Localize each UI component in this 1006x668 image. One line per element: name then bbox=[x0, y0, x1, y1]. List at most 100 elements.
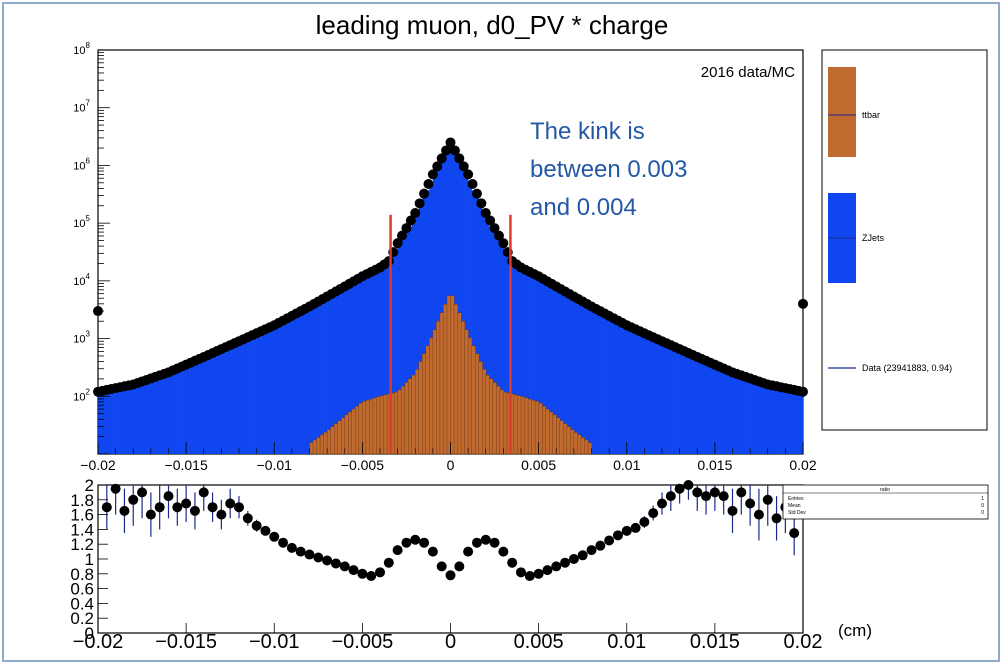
data-point bbox=[427, 169, 438, 180]
ratio-point bbox=[665, 491, 676, 502]
stats-label-stddev: Std Dev bbox=[788, 510, 806, 516]
zjets-bin bbox=[489, 226, 494, 454]
zjets-bin bbox=[788, 390, 793, 454]
x-tick-label: 0.005 bbox=[521, 457, 556, 473]
zjets-bin bbox=[432, 174, 437, 455]
zjets-bin bbox=[305, 304, 310, 454]
zjets-bin bbox=[362, 275, 367, 454]
chart-title: leading muon, d0_PV * charge bbox=[316, 10, 669, 40]
ttbar-bin bbox=[446, 295, 452, 455]
ttbar-bin bbox=[482, 369, 487, 455]
ratio-y-tick-label: 0.2 bbox=[70, 609, 94, 628]
zjets-bin bbox=[313, 300, 317, 454]
zjets-bin bbox=[468, 182, 472, 454]
zjets-bin bbox=[115, 387, 120, 454]
zjets-bin bbox=[743, 373, 747, 454]
ttbar-bin bbox=[517, 395, 522, 455]
ttbar-bin bbox=[418, 361, 423, 455]
data-point bbox=[485, 215, 496, 226]
zjets-bin bbox=[676, 345, 680, 454]
zjets-bin bbox=[721, 364, 726, 454]
zjets-bin bbox=[605, 312, 610, 454]
data-point bbox=[392, 238, 403, 249]
ttbar-bin bbox=[351, 408, 356, 455]
zjets-bin bbox=[669, 342, 673, 454]
zjets-bin bbox=[302, 306, 307, 454]
zjets-bin bbox=[383, 261, 388, 454]
ttbar-bin bbox=[478, 361, 483, 455]
ttbar-bin bbox=[432, 329, 437, 455]
zjets-bin bbox=[196, 355, 201, 454]
ratio-point bbox=[419, 537, 430, 548]
ttbar-bin bbox=[397, 389, 402, 455]
data-point bbox=[410, 207, 421, 218]
zjets-bin bbox=[126, 384, 131, 454]
zjets-bin bbox=[602, 310, 606, 454]
zjets-bin bbox=[524, 269, 529, 454]
ratio-point bbox=[410, 534, 421, 545]
ratio-point bbox=[392, 545, 403, 556]
ratio-point bbox=[128, 494, 139, 505]
zjets-bin bbox=[662, 339, 666, 454]
ratio-point bbox=[683, 480, 694, 490]
zjets-bin bbox=[528, 271, 532, 454]
ttbar-bin bbox=[527, 398, 533, 455]
ratio-point bbox=[330, 558, 341, 569]
ttbar-bin bbox=[489, 378, 494, 455]
zjets-bin bbox=[186, 360, 190, 454]
ttbar-bin bbox=[436, 321, 441, 455]
zjets-bin bbox=[224, 343, 229, 454]
zjets-bin bbox=[513, 261, 518, 454]
zjets-bin bbox=[640, 329, 645, 454]
data-point bbox=[467, 179, 478, 190]
zjets-bin bbox=[323, 295, 328, 454]
ttbar-bin bbox=[312, 439, 318, 455]
data-point bbox=[471, 188, 482, 199]
ttbar-bin bbox=[485, 374, 490, 455]
ratio-y-tick-label: 1.8 bbox=[70, 491, 94, 510]
zjets-bin bbox=[732, 369, 737, 454]
zjets-bin bbox=[168, 367, 173, 454]
zjets-bin bbox=[503, 248, 508, 454]
ttbar-bin bbox=[474, 353, 480, 455]
ratio-x-tick-label: 0.02 bbox=[784, 631, 823, 653]
ratio-point bbox=[674, 483, 685, 494]
ttbar-bin bbox=[464, 329, 469, 455]
ratio-point bbox=[480, 534, 491, 545]
ratio-point bbox=[701, 491, 712, 502]
zjets-bin bbox=[633, 326, 638, 454]
zjets-bin bbox=[630, 324, 635, 454]
zjets-bin bbox=[217, 346, 222, 454]
zjets-bin bbox=[154, 373, 159, 454]
ttbar-bin bbox=[369, 398, 374, 455]
zjets-bin bbox=[334, 289, 338, 454]
zjets-bin bbox=[580, 299, 585, 454]
ratio-point bbox=[718, 491, 729, 502]
ratio-point bbox=[198, 487, 209, 498]
ttbar-bin bbox=[492, 382, 497, 455]
zjets-bin bbox=[358, 277, 363, 454]
ratio-point bbox=[771, 513, 782, 524]
zjets-bin bbox=[531, 273, 536, 454]
ttbar-bin bbox=[584, 439, 589, 455]
data-overflow-point bbox=[798, 298, 808, 309]
ratio-point bbox=[225, 498, 236, 509]
y-tick-label: 102 bbox=[73, 387, 90, 403]
y-tick-exponent: 6 bbox=[86, 156, 91, 165]
zjets-bin bbox=[214, 348, 219, 454]
legend-label-data: Data (23941883, 0.94) bbox=[862, 363, 952, 373]
data-point bbox=[449, 145, 460, 156]
zjets-bin bbox=[654, 336, 659, 454]
ttbar-bin bbox=[549, 411, 554, 455]
ttbar-bin bbox=[453, 304, 459, 455]
ratio-point bbox=[657, 498, 667, 509]
zjets-bin bbox=[478, 206, 483, 454]
zjets-bin bbox=[566, 291, 571, 454]
stats-value-mean: 0 bbox=[981, 503, 984, 509]
zjets-bin bbox=[161, 370, 166, 454]
data-point bbox=[493, 230, 504, 241]
zjets-bin bbox=[239, 337, 243, 454]
ratio-y-tick-label: 0.4 bbox=[70, 594, 94, 613]
data-point bbox=[383, 256, 394, 267]
